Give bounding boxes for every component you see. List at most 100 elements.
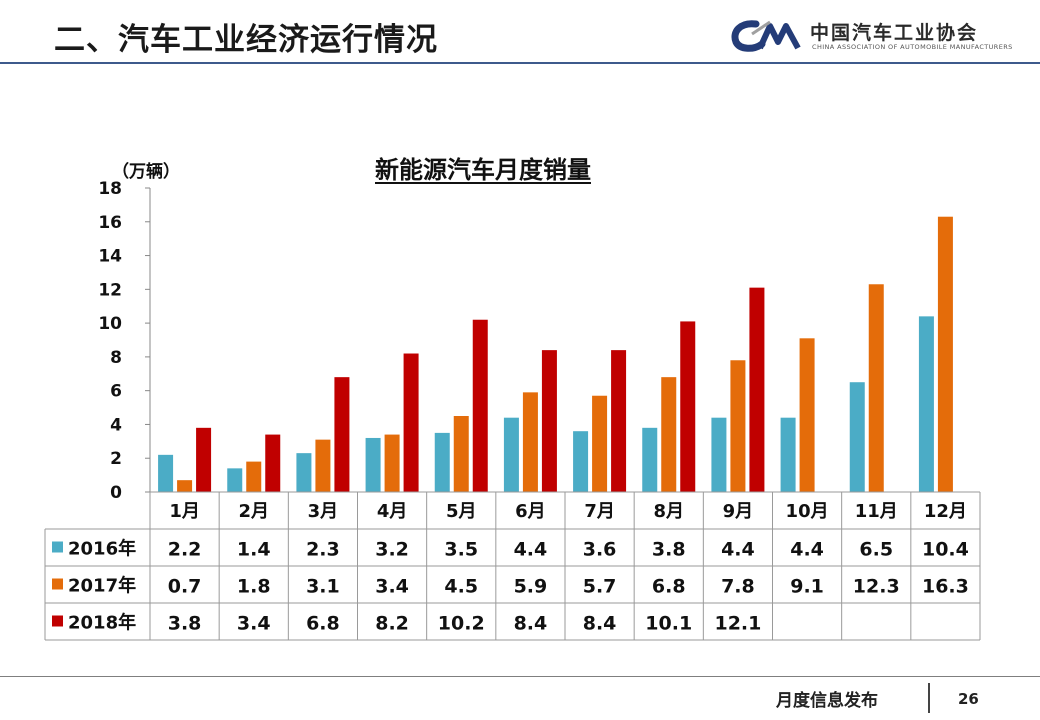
bar-2016年-6月 bbox=[503, 417, 519, 492]
bar-2017年-7月 bbox=[592, 395, 608, 492]
legend-key-2016年 bbox=[52, 541, 63, 553]
data-label: 12.3 bbox=[853, 576, 900, 598]
footer-label: 月度信息发布 bbox=[776, 691, 878, 711]
bar-2016年-3月 bbox=[296, 453, 312, 492]
data-label: 4.4 bbox=[790, 539, 824, 561]
x-tick-label: 10月 bbox=[786, 501, 829, 522]
x-tick-label: 4月 bbox=[377, 501, 408, 522]
x-tick-label: 6月 bbox=[515, 501, 546, 522]
y-tick-label: 4 bbox=[110, 415, 122, 435]
bar-2018年-6月 bbox=[541, 350, 557, 492]
data-label: 5.9 bbox=[514, 576, 548, 598]
data-label: 8.2 bbox=[375, 613, 409, 635]
data-label: 2.2 bbox=[168, 539, 202, 561]
data-label: 10.4 bbox=[922, 539, 969, 561]
footer-divider bbox=[0, 676, 1040, 677]
data-label: 3.5 bbox=[444, 539, 478, 561]
slide-title: 二、汽车工业经济运行情况 bbox=[54, 22, 438, 58]
y-axis-unit: （万辆） bbox=[112, 162, 180, 182]
caam-logo-icon bbox=[731, 20, 801, 52]
bar-2018年-4月 bbox=[403, 353, 419, 492]
data-label: 8.4 bbox=[583, 613, 617, 635]
data-label: 1.4 bbox=[237, 539, 271, 561]
bar-2017年-11月 bbox=[868, 284, 884, 492]
data-label: 12.1 bbox=[714, 613, 761, 635]
bar-2016年-2月 bbox=[227, 468, 243, 492]
legend-label: 2017年 bbox=[68, 575, 136, 597]
data-label: 3.1 bbox=[306, 576, 340, 598]
x-tick-label: 8月 bbox=[653, 501, 684, 522]
data-label: 2.3 bbox=[306, 539, 340, 561]
data-label: 6.5 bbox=[859, 539, 893, 561]
data-label: 3.4 bbox=[237, 613, 271, 635]
bar-2017年-3月 bbox=[315, 439, 331, 492]
data-label: 16.3 bbox=[922, 576, 969, 598]
title-divider bbox=[0, 62, 1040, 64]
data-label: 3.8 bbox=[652, 539, 686, 561]
data-label: 10.2 bbox=[438, 613, 485, 635]
y-tick-label: 10 bbox=[98, 314, 122, 334]
bar-2017年-2月 bbox=[246, 461, 262, 492]
legend-key-2018年 bbox=[52, 615, 63, 627]
chart-title: 新能源汽车月度销量 bbox=[375, 156, 591, 184]
data-label: 8.4 bbox=[514, 613, 548, 635]
x-tick-label: 3月 bbox=[308, 501, 339, 522]
bar-2017年-10月 bbox=[799, 338, 815, 492]
x-tick-label: 2月 bbox=[238, 501, 269, 522]
y-tick-label: 8 bbox=[110, 348, 122, 368]
bar-2018年-5月 bbox=[472, 319, 488, 492]
bar-2018年-2月 bbox=[265, 434, 281, 492]
y-tick-label: 14 bbox=[98, 247, 122, 267]
y-tick-label: 16 bbox=[98, 213, 122, 233]
bar-2017年-9月 bbox=[730, 360, 746, 492]
x-tick-label: 9月 bbox=[723, 501, 754, 522]
legend-label: 2018年 bbox=[68, 612, 136, 634]
data-label: 10.1 bbox=[645, 613, 692, 635]
bar-2016年-4月 bbox=[365, 437, 381, 492]
data-label: 6.8 bbox=[306, 613, 340, 635]
legend-key-2017年 bbox=[52, 578, 63, 590]
logo-english-name: CHINA ASSOCIATION OF AUTOMOBILE MANUFACT… bbox=[812, 43, 1013, 51]
caam-logo: 中国汽车工业协会 CHINA ASSOCIATION OF AUTOMOBILE… bbox=[730, 14, 1030, 58]
x-tick-label: 11月 bbox=[855, 501, 898, 522]
data-label: 0.7 bbox=[168, 576, 202, 598]
bar-2016年-12月 bbox=[918, 316, 934, 492]
bar-2017年-8月 bbox=[661, 377, 677, 492]
y-tick-label: 12 bbox=[98, 280, 122, 300]
bar-2018年-8月 bbox=[680, 321, 696, 492]
bar-2017年-6月 bbox=[522, 392, 538, 492]
data-label: 3.4 bbox=[375, 576, 409, 598]
bar-2016年-7月 bbox=[573, 431, 589, 492]
x-tick-label: 12月 bbox=[924, 501, 967, 522]
bar-2016年-8月 bbox=[642, 427, 658, 492]
data-label: 7.8 bbox=[721, 576, 755, 598]
data-label: 3.2 bbox=[375, 539, 409, 561]
data-label: 6.8 bbox=[652, 576, 686, 598]
y-tick-label: 18 bbox=[98, 179, 122, 199]
bar-2018年-7月 bbox=[611, 350, 627, 492]
y-tick-label: 0 bbox=[110, 483, 122, 503]
bar-2017年-1月 bbox=[177, 480, 193, 492]
bar-2017年-5月 bbox=[453, 416, 469, 492]
legend-label: 2016年 bbox=[68, 538, 136, 560]
bar-2017年-12月 bbox=[937, 216, 953, 492]
logo-chinese-name: 中国汽车工业协会 bbox=[810, 22, 979, 44]
data-label: 4.4 bbox=[721, 539, 755, 561]
data-label: 9.1 bbox=[790, 576, 824, 598]
y-tick-label: 2 bbox=[110, 449, 122, 469]
data-label: 1.8 bbox=[237, 576, 271, 598]
y-tick-label: 6 bbox=[110, 382, 122, 402]
x-tick-label: 7月 bbox=[584, 501, 615, 522]
data-label: 4.5 bbox=[444, 576, 478, 598]
bar-2016年-1月 bbox=[158, 454, 174, 492]
footer-separator bbox=[928, 683, 930, 713]
data-label: 4.4 bbox=[514, 539, 548, 561]
bar-2016年-5月 bbox=[434, 432, 450, 492]
bar-2018年-1月 bbox=[196, 427, 212, 492]
data-label: 3.6 bbox=[583, 539, 617, 561]
data-label: 5.7 bbox=[583, 576, 617, 598]
x-tick-label: 5月 bbox=[446, 501, 477, 522]
bar-2017年-4月 bbox=[384, 434, 400, 492]
bar-2016年-10月 bbox=[780, 417, 796, 492]
page-number: 26 bbox=[958, 690, 979, 708]
